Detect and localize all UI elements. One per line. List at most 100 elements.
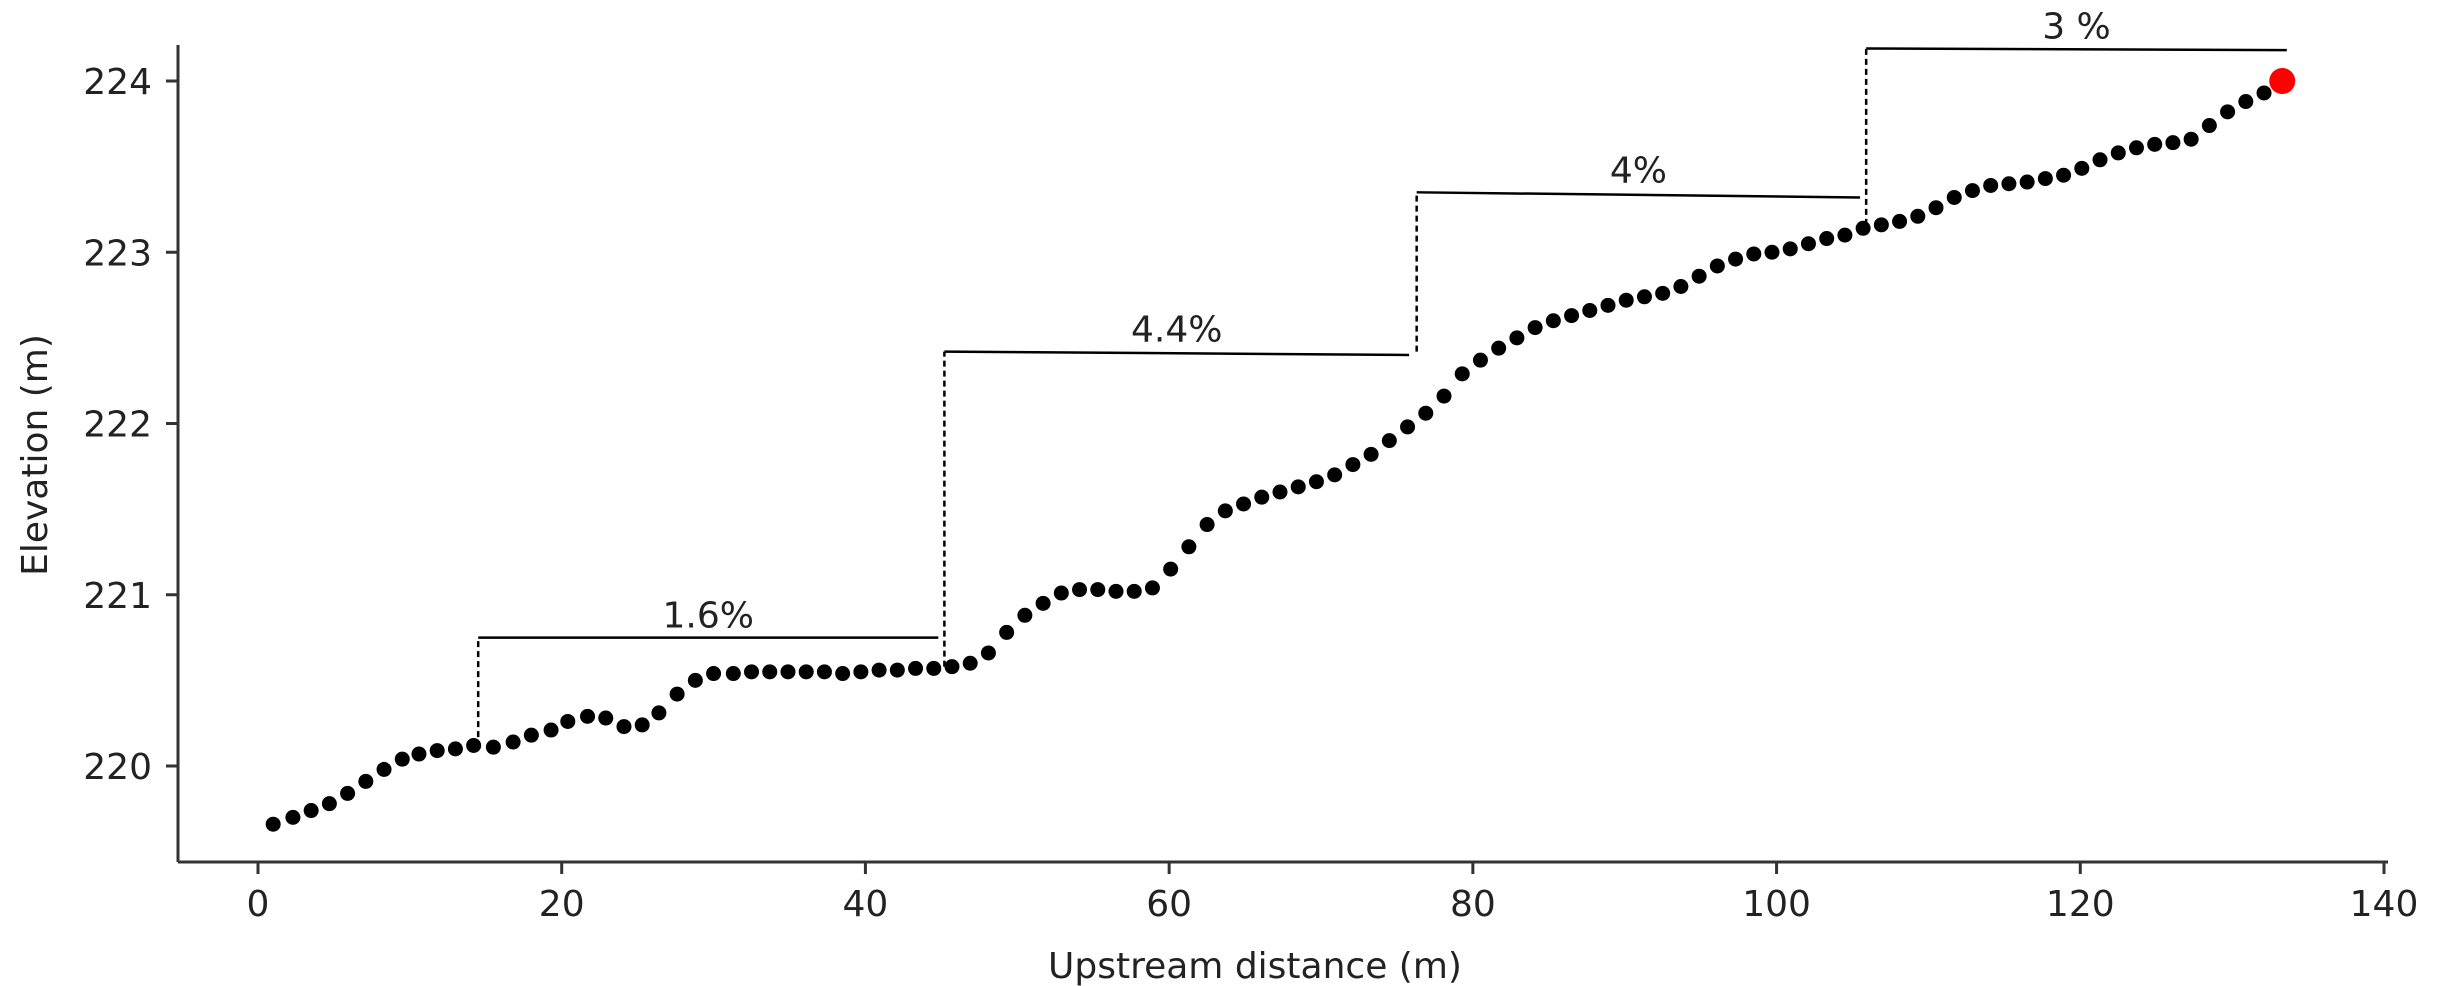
elevation-point — [1072, 582, 1088, 598]
elevation-point — [687, 672, 703, 688]
elevation-point — [1381, 433, 1397, 449]
y-tick-label: 224 — [83, 62, 152, 103]
elevation-point — [1928, 200, 1944, 216]
y-axis-label: Elevation (m) — [15, 334, 56, 576]
elevation-point — [2019, 174, 2035, 190]
x-tick-label: 0 — [247, 884, 270, 925]
elevation-point — [1910, 208, 1926, 224]
x-tick-label: 140 — [2350, 884, 2419, 925]
y-ticks: 220 221 222 223 224 — [83, 62, 178, 788]
elevation-point — [376, 761, 392, 777]
elevation-point — [744, 664, 760, 680]
elevation-point — [1764, 244, 1780, 260]
elevation-point — [303, 803, 319, 819]
elevation-point — [1873, 217, 1889, 233]
elevation-point — [2128, 140, 2144, 156]
elevation-point — [1655, 285, 1671, 301]
elevation-point — [466, 737, 482, 753]
elevation-point — [580, 708, 596, 724]
elevation-point — [762, 664, 778, 680]
elevation-point — [1126, 583, 1142, 599]
elevation-point — [634, 717, 650, 733]
elevation-point — [358, 773, 374, 789]
elevation-point — [780, 664, 796, 680]
x-tick-label: 120 — [2046, 884, 2115, 925]
elevation-point — [1673, 279, 1689, 294]
elevation-point — [1454, 366, 1470, 382]
elevation-point — [1800, 236, 1816, 252]
gradient-segments: 1.6% 4.4% 4% 3 % — [476, 6, 2287, 748]
elevation-point — [2147, 136, 2163, 152]
elevation-point — [1618, 292, 1634, 308]
elevation-point — [616, 719, 632, 735]
elevation-point — [1199, 517, 1215, 533]
elevation-point — [1527, 320, 1543, 336]
elevation-point — [2001, 176, 2017, 192]
elevation-point — [394, 751, 410, 767]
elevation-point — [560, 713, 576, 729]
elevation-point — [411, 746, 427, 762]
elevation-point — [2220, 104, 2236, 120]
y-tick-label: 220 — [83, 747, 152, 788]
x-tick-label: 20 — [539, 884, 585, 925]
elevation-point — [980, 645, 996, 661]
elevation-point — [1217, 503, 1233, 519]
elevation-point — [485, 739, 501, 755]
axes — [176, 45, 2388, 864]
elevation-point — [447, 741, 463, 757]
elevation-point — [1418, 405, 1434, 421]
elevation-point — [1108, 583, 1124, 599]
elevation-point — [1636, 289, 1652, 305]
elevation-point — [1345, 457, 1361, 473]
elevation-point — [1782, 241, 1798, 257]
elevation-point — [889, 662, 905, 678]
elevation-point — [798, 664, 814, 680]
highlighted-elevation-point — [2269, 68, 2296, 94]
elevation-point — [1564, 308, 1580, 324]
segment-gradient-label: 4% — [1610, 150, 1667, 191]
elevation-point — [1983, 177, 1999, 193]
elevation-point — [2074, 160, 2090, 176]
x-tick-label: 40 — [843, 884, 889, 925]
elevation-point — [285, 809, 301, 825]
elevation-point — [1290, 479, 1306, 495]
elevation-point — [1035, 595, 1051, 611]
elevation-point — [1436, 388, 1452, 404]
elevation-point — [669, 686, 685, 702]
elevation-point — [598, 710, 614, 726]
segment-gradient-line — [1866, 47, 2287, 52]
elevation-point — [2201, 118, 2217, 134]
elevation-point — [908, 660, 924, 676]
elevation-point — [1163, 561, 1179, 577]
elevation-point — [1090, 582, 1106, 598]
elevation-point — [2183, 131, 2199, 147]
elevation-point — [1582, 302, 1598, 318]
elevation-point — [1709, 258, 1725, 274]
elevation-point — [999, 624, 1015, 640]
x-ticks: 0 20 40 60 80 100 120 140 — [247, 862, 2419, 925]
y-tick-label: 222 — [83, 405, 152, 446]
elevation-point — [706, 666, 722, 682]
elevation-point — [1964, 183, 1980, 199]
segment-gradient-line — [944, 350, 1410, 357]
x-tick-label: 100 — [1742, 884, 1811, 925]
elevation-point — [2110, 145, 2126, 161]
elevation-point — [505, 734, 521, 750]
elevation-point — [1728, 251, 1744, 267]
elevation-point — [1017, 607, 1033, 623]
elevation-point — [1144, 580, 1160, 596]
elevation-point — [1181, 539, 1197, 555]
elevation-point — [2037, 171, 2053, 187]
elevation-point — [1600, 297, 1616, 313]
elevation-point — [1837, 227, 1853, 243]
elevation-point — [429, 743, 445, 759]
elevation-point — [944, 659, 960, 675]
highlight-group — [2269, 68, 2296, 94]
elevation-point — [523, 727, 539, 743]
elevation-point — [2165, 135, 2181, 151]
elevation-point — [1272, 484, 1288, 500]
x-tick-label: 80 — [1450, 884, 1496, 925]
elevation-point — [1472, 352, 1488, 368]
elevation-point — [871, 662, 887, 678]
